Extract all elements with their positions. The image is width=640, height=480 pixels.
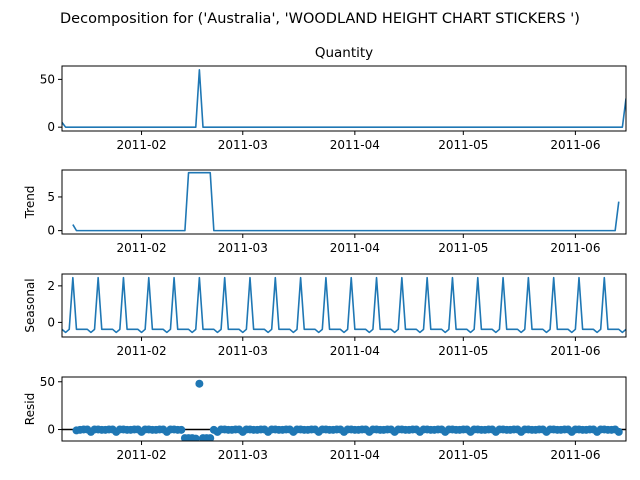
y-tick-label: 0	[47, 224, 55, 238]
axes-frame	[61, 65, 627, 132]
series-line	[62, 69, 626, 128]
y-axis-label: Seasonal	[23, 278, 37, 332]
series-line	[72, 171, 620, 232]
x-tick-label: 2011-04	[330, 241, 380, 255]
y-tick-label: 2	[47, 279, 55, 293]
x-tick-label: 2011-02	[116, 344, 166, 358]
resid-point	[206, 434, 215, 441]
plot-area	[72, 171, 620, 232]
x-tick-label: 2011-03	[218, 344, 268, 358]
panel-title: Quantity	[315, 45, 373, 61]
x-tick-label: 2011-03	[218, 241, 268, 255]
plot-area	[62, 276, 626, 334]
x-tick-label: 2011-05	[438, 448, 488, 462]
resid-point	[191, 434, 200, 441]
x-tick-label: 2011-04	[330, 138, 380, 152]
x-tick-label: 2011-06	[550, 344, 600, 358]
x-tick-label: 2011-05	[438, 138, 488, 152]
axes-frame	[61, 169, 627, 235]
resid-point	[177, 425, 186, 434]
x-tick-label: 2011-02	[116, 241, 166, 255]
x-tick-label: 2011-04	[330, 344, 380, 358]
resid-point	[614, 427, 623, 436]
y-tick-label: 0	[47, 315, 55, 329]
x-tick-label: 2011-06	[550, 241, 600, 255]
axes-frame	[61, 376, 627, 442]
series-line	[62, 276, 626, 334]
x-tick-label: 2011-03	[218, 448, 268, 462]
panel-3: Seasonal 0 2 2011-02 2011-03 2011-04 2011-05 20…	[23, 273, 627, 358]
x-tick-label: 2011-05	[438, 344, 488, 358]
x-tick-label: 2011-02	[116, 448, 166, 462]
resid-point	[195, 379, 204, 388]
panel-1: Quantity 0 50 2011-02 2011-03 2011-04 2011-05 2…	[40, 45, 627, 152]
x-tick-label: 2011-03	[218, 138, 268, 152]
figure-suptitle: Decomposition for ('Australia', 'WOODLAN…	[60, 11, 580, 27]
y-tick-label: 0	[47, 120, 55, 134]
panel-4: Resid 0 50 2011-02 2011-03 2011-04 2011-05 2011…	[23, 375, 627, 462]
y-tick-label: 50	[40, 72, 55, 86]
y-axis-label: Trend	[23, 186, 37, 220]
y-tick-label: 5	[47, 190, 55, 204]
x-tick-label: 2011-04	[330, 448, 380, 462]
axes-frame	[61, 273, 627, 338]
y-axis-label: Resid	[23, 393, 37, 425]
x-tick-label: 2011-02	[116, 138, 166, 152]
x-tick-label: 2011-06	[550, 138, 600, 152]
plot-area	[62, 379, 626, 441]
x-tick-label: 2011-06	[550, 448, 600, 462]
y-tick-label: 0	[47, 423, 55, 437]
plot-area	[62, 69, 626, 128]
x-tick-label: 2011-05	[438, 241, 488, 255]
y-tick-label: 50	[40, 375, 55, 389]
panel-2: Trend 0 5 2011-02 2011-03 2011-04 2011-05 2011-…	[23, 169, 627, 255]
